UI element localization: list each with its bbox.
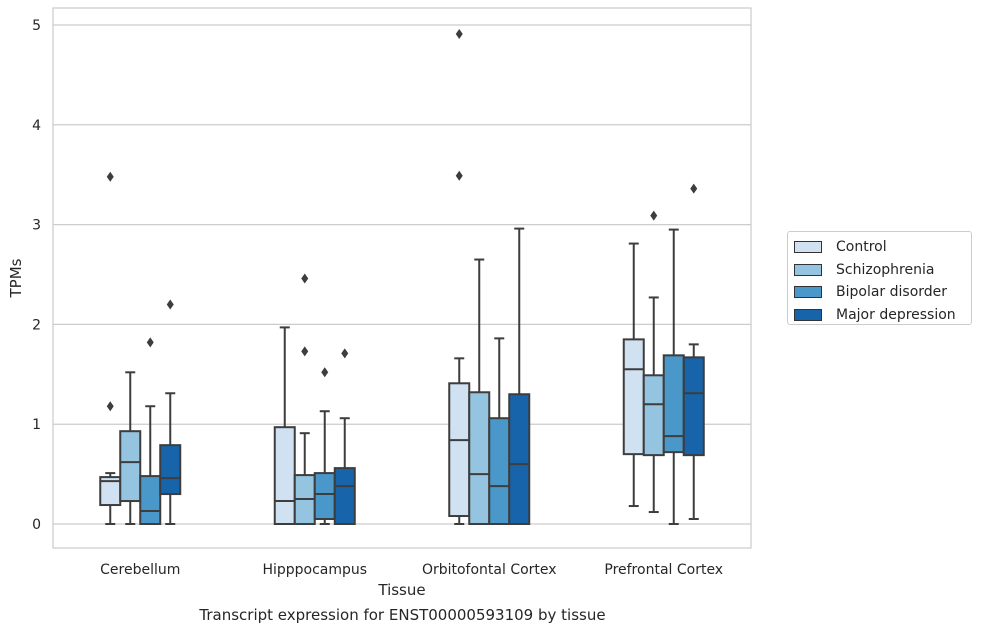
box-body <box>682 356 705 457</box>
box-body <box>488 417 511 526</box>
legend-swatch <box>794 286 822 299</box>
legend-item: Schizophrenia <box>794 259 971 282</box>
outlier-point <box>106 171 114 182</box>
legend-label: Major depression <box>836 306 956 323</box>
chart-caption: Transcript expression for ENST0000059310… <box>199 606 606 624</box>
x-tick-label: Orbitofontal Cortex <box>422 562 557 578</box>
outlier-point <box>166 299 174 310</box>
legend-label: Control <box>836 239 887 256</box>
x-tick-label: Cerebellum <box>100 562 180 578</box>
box-body <box>468 391 491 525</box>
outlier-point <box>146 337 154 348</box>
outlier-point <box>455 28 463 39</box>
y-tick-label: 2 <box>32 317 41 333</box>
outlier-point <box>321 367 329 378</box>
plot-frame <box>52 7 752 549</box>
box-body <box>508 393 531 526</box>
y-tick-label: 3 <box>32 218 41 234</box>
box-body <box>333 467 356 525</box>
box-body <box>139 475 162 526</box>
x-axis-label: Tissue <box>377 581 425 599</box>
x-tick-labels: Cerebellum Hipppocampus Orbitofontal Corte… <box>100 562 723 578</box>
y-tick-label: 5 <box>32 18 41 34</box>
legend-label: Schizophrenia <box>836 261 935 278</box>
legend-swatch <box>794 263 822 276</box>
legend-item: Control <box>794 236 971 259</box>
outlier-point <box>301 273 309 284</box>
legend-item: Major depression <box>794 304 971 327</box>
y-tick-label: 1 <box>32 417 41 433</box>
box-body <box>159 444 182 496</box>
outlier-point <box>650 210 658 221</box>
legend-swatch <box>794 308 822 321</box>
outlier-point <box>690 183 698 194</box>
box-body <box>273 426 296 525</box>
box-groups <box>99 28 705 526</box>
x-tick-label: Prefrontal Cortex <box>604 562 723 578</box>
outlier-point <box>455 170 463 181</box>
y-tick-label: 4 <box>32 118 41 134</box>
legend-item: Bipolar disorder <box>794 281 971 304</box>
y-axis-label: TPMs <box>7 258 25 298</box>
legend: Control Schizophrenia Bipolar disorder Majo… <box>787 231 972 325</box>
x-tick-label: Hipppocampus <box>262 562 367 578</box>
box-body <box>313 472 336 521</box>
legend-swatch <box>794 241 822 254</box>
box-body <box>622 338 645 456</box>
outlier-point <box>301 346 309 357</box>
outlier-point <box>341 348 349 359</box>
box-body <box>662 354 685 454</box>
legend-label: Bipolar disorder <box>836 284 948 301</box>
outlier-point <box>106 401 114 412</box>
box-body <box>642 374 665 457</box>
box-body <box>448 382 471 518</box>
y-tick-label: 0 <box>32 517 41 533</box>
box-body <box>119 430 142 503</box>
y-tick-labels: 0 1 2 3 4 5 <box>32 18 41 533</box>
